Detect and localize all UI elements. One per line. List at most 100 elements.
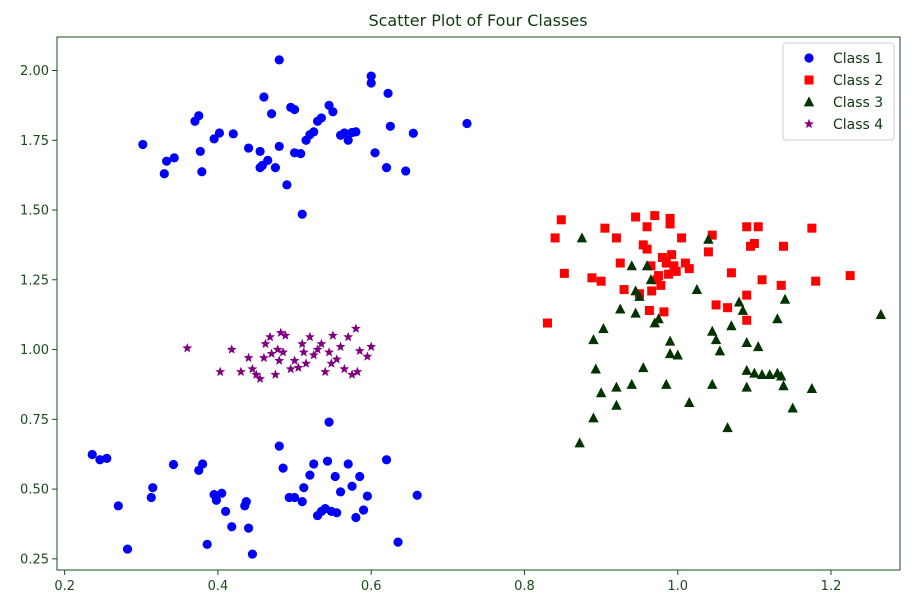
data-point-circle <box>381 455 392 465</box>
data-point-circle <box>289 104 300 115</box>
data-point-circle <box>259 92 269 102</box>
data-point-triangle <box>710 334 722 345</box>
data-point-square <box>559 268 569 278</box>
data-point-circle <box>412 490 422 500</box>
y-tick-label: 1.00 <box>20 343 49 358</box>
data-point-star <box>362 351 373 361</box>
x-tick-label: 0.8 <box>514 579 535 594</box>
data-point-square <box>707 230 717 240</box>
data-point-square <box>661 258 671 268</box>
x-axis: 0.2 0.4 0.6 0.8 1.0 1.2 <box>54 570 841 594</box>
data-point-triangle <box>691 283 703 294</box>
data-point-square <box>726 268 736 278</box>
data-point-circle <box>95 455 105 465</box>
data-point-star <box>352 366 363 377</box>
data-point-circle <box>228 129 238 139</box>
data-point-circle <box>462 118 472 129</box>
data-point-circle <box>255 146 265 157</box>
data-point-star <box>347 369 357 379</box>
data-point-star <box>226 344 237 354</box>
data-point-triangle <box>741 336 752 347</box>
data-point-circle <box>366 71 376 81</box>
data-point-star <box>260 338 271 349</box>
data-point-circle <box>168 459 179 470</box>
data-point-star <box>293 362 304 372</box>
data-point-circle <box>297 209 307 219</box>
data-point-circle <box>362 491 372 501</box>
data-point-circle <box>324 417 334 427</box>
data-point-triangle <box>741 364 752 375</box>
data-point-star <box>326 358 337 368</box>
data-point-circle <box>274 141 284 151</box>
data-point-circle <box>383 88 393 98</box>
data-point-circle <box>289 492 300 503</box>
data-point-square <box>650 211 660 221</box>
data-point-square <box>600 223 610 233</box>
data-point-circle <box>221 506 231 516</box>
data-point-star <box>301 358 312 368</box>
data-point-star <box>266 348 277 358</box>
data-point-triangle <box>726 320 737 331</box>
legend: Class 1 Class 2 Class 3 Class 4 <box>782 42 895 141</box>
data-point-star <box>308 349 319 360</box>
data-point-triangle <box>779 293 791 304</box>
data-point-circle <box>241 497 251 507</box>
plot-frame <box>56 36 901 571</box>
data-point-square <box>631 212 641 222</box>
data-point-circle <box>263 155 273 165</box>
data-point-star <box>289 355 300 365</box>
data-point-square <box>669 261 679 271</box>
data-point-square <box>677 233 687 243</box>
x-tick-label: 1.2 <box>821 579 842 594</box>
data-point-triangle <box>714 345 726 356</box>
data-point-square <box>757 275 767 285</box>
data-point-triangle <box>733 296 745 307</box>
data-point-triangle <box>664 348 676 359</box>
data-point-square <box>742 222 752 232</box>
data-point-square <box>779 241 789 251</box>
data-point-triangle <box>645 274 657 285</box>
data-point-square <box>665 219 675 229</box>
data-point-triangle <box>574 437 585 448</box>
data-point-triangle <box>615 303 626 314</box>
data-point-triangle <box>630 285 641 296</box>
data-point-triangle <box>611 399 622 410</box>
y-tick-label: 0.25 <box>20 552 49 567</box>
data-point-square <box>845 271 855 281</box>
data-point-triangle <box>722 422 733 433</box>
data-point-triangle <box>703 233 714 244</box>
legend-marker-circle <box>804 53 814 63</box>
data-point-star <box>215 366 226 377</box>
data-point-square <box>644 305 654 315</box>
data-point-star <box>278 347 289 357</box>
data-point-square <box>550 233 560 243</box>
data-point-triangle <box>664 335 676 346</box>
legend-label: Class 1 <box>833 51 883 67</box>
data-point-circle <box>330 471 340 482</box>
data-point-triangle <box>638 362 649 373</box>
data-point-circle <box>322 456 333 466</box>
legend-item: Class 1 <box>804 51 883 67</box>
data-point-square <box>776 280 786 290</box>
data-point-circle <box>227 522 237 532</box>
legend-label: Class 4 <box>833 117 883 133</box>
x-tick-label: 0.4 <box>208 579 229 594</box>
data-point-circle <box>296 149 306 159</box>
data-point-star <box>272 344 283 354</box>
legend-label: Class 2 <box>833 73 883 89</box>
data-point-star <box>270 369 281 379</box>
data-point-circle <box>266 109 277 119</box>
data-point-circle <box>209 134 219 144</box>
data-point-circle <box>146 492 156 503</box>
data-point-circle <box>159 169 169 179</box>
x-tick-label: 0.2 <box>54 579 75 594</box>
data-point-square <box>642 244 652 254</box>
data-point-circle <box>305 470 315 480</box>
data-point-triangle <box>875 309 887 320</box>
data-point-star <box>297 338 308 349</box>
data-point-circle <box>282 180 292 190</box>
data-point-square <box>671 266 681 276</box>
data-point-star <box>339 363 350 374</box>
data-point-triangle <box>749 367 760 378</box>
